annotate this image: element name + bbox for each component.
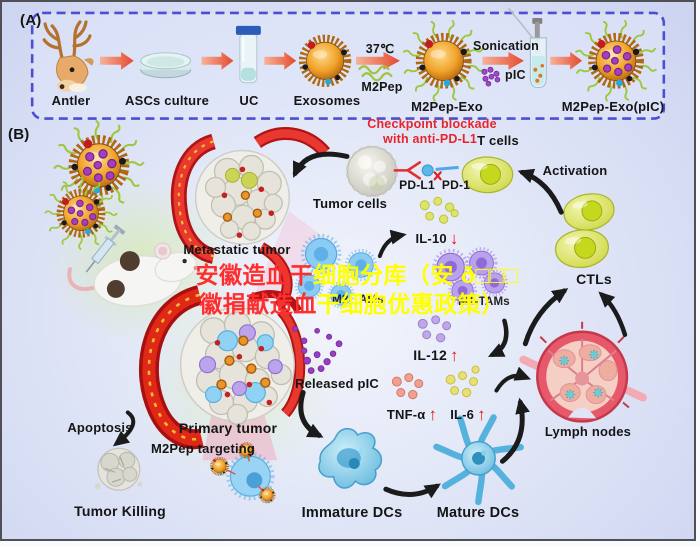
m2pep-targeting-label: M2Pep targeting — [150, 441, 256, 456]
tnf-up-arrow: ↑ — [428, 405, 438, 424]
step-label-ascs-culture: ASCs culture — [124, 93, 210, 108]
checkpoint-blockade-line2: with anti-PD-L1 — [383, 132, 477, 146]
sonication-label: Sonication — [473, 39, 539, 53]
step-label-exosomes: Exosomes — [293, 93, 361, 108]
watermark-line2: 徽捐献造血干细胞优惠政策） — [199, 291, 505, 317]
tumor-killing-label: Tumor Killing — [74, 503, 166, 519]
primary-tumor-label: Primary tumor — [178, 420, 278, 436]
pd-l1-label: PD-L1 — [399, 178, 435, 192]
watermark-line1: 安徽造血干细胞分库（安 ð□□□ — [195, 262, 519, 288]
step-label-m2pep-exo-pic: M2Pep-Exo(pIC) — [561, 99, 665, 114]
il12-up-arrow: ↑ — [449, 346, 459, 365]
checkpoint-blockade-line1: Checkpoint blockade — [367, 117, 497, 131]
released-pic-label: Released pIC — [294, 376, 380, 391]
mature-dcs-label: Mature DCs — [436, 505, 520, 521]
il10-label: IL-10 ↓ — [415, 229, 459, 248]
step-label-antler: Antler — [51, 93, 91, 108]
lymph-nodes-label: Lymph nodes — [544, 424, 632, 439]
pic-label: pIC — [505, 68, 526, 82]
temperature-label: 37℃ — [365, 42, 395, 56]
t-cells-label: T cells — [477, 133, 519, 148]
panel-b-tag: (B) — [8, 126, 30, 143]
tnf-a-label: TNF-α ↑ — [386, 405, 438, 424]
step-label-m2pep-exo: M2Pep-Exo — [411, 99, 483, 114]
immature-dcs-label: Immature DCs — [301, 505, 403, 521]
il12-label: IL-12 ↑ — [413, 346, 459, 365]
m2pep-label: M2Pep — [361, 80, 403, 94]
panel-a-tag: (A) — [20, 12, 42, 29]
tumor-cells-label: Tumor cells — [312, 196, 388, 211]
pd-1-label: PD-1 — [441, 178, 471, 192]
il6-up-arrow: ↑ — [477, 405, 486, 424]
ctls-label: CTLs — [576, 271, 612, 287]
metastatic-tumor-label: Metastatic tumor — [183, 242, 291, 257]
il10-down-arrow: ↓ — [449, 229, 459, 248]
activation-label: Activation — [542, 163, 608, 178]
il6-label: IL-6 ↑ — [450, 405, 486, 424]
step-label-uc: UC — [239, 93, 259, 108]
apoptosis-label: Apoptosis — [67, 420, 133, 435]
